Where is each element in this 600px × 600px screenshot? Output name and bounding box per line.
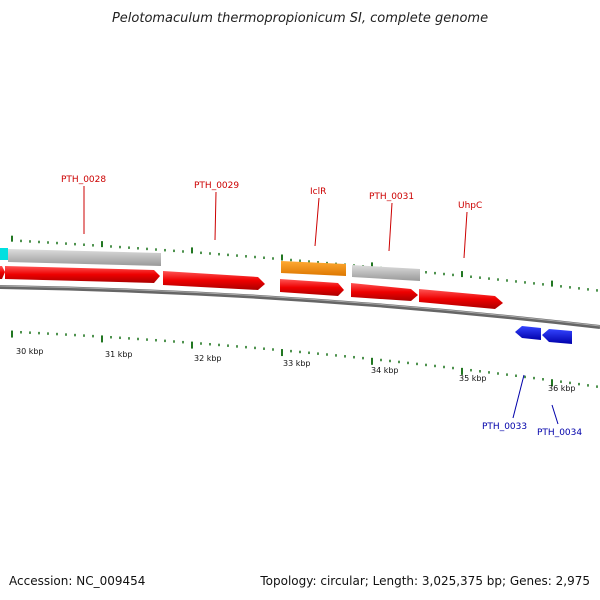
leader-iclr bbox=[314, 197, 320, 247]
leader-pth-0033 bbox=[512, 374, 525, 419]
scale-label-33kbp: 33 kbp bbox=[283, 359, 311, 368]
gene-pth-0034[interactable] bbox=[542, 329, 572, 344]
leader-uhpc bbox=[463, 211, 468, 259]
genome-backbone-highlight bbox=[0, 285, 600, 327]
map-title: Pelotomaculum thermopropionicum SI, comp… bbox=[111, 11, 489, 26]
gray-feature-2[interactable] bbox=[352, 265, 420, 281]
scale-label-30kbp: 30 kbp bbox=[16, 347, 44, 356]
gene-left-partial[interactable] bbox=[0, 266, 5, 279]
scale-label-35kbp: 35 kbp bbox=[459, 374, 487, 383]
leader-pth-0029 bbox=[214, 191, 217, 241]
leader-pth-0031 bbox=[388, 202, 393, 252]
accession-text: Accession: NC_009454 bbox=[9, 574, 146, 588]
gray-feature-1[interactable] bbox=[8, 249, 161, 266]
gene-iclr[interactable] bbox=[280, 279, 344, 296]
inner-tick-marks bbox=[11, 330, 598, 388]
label-uhpc[interactable]: UhpC bbox=[458, 201, 482, 211]
scale-label-31kbp: 31 kbp bbox=[105, 350, 133, 359]
genome-backbone bbox=[0, 285, 600, 329]
gene-pth-0031[interactable] bbox=[351, 283, 418, 301]
leader-pth-0034 bbox=[551, 404, 559, 425]
iclr-feature[interactable] bbox=[281, 261, 346, 276]
label-pth-0028[interactable]: PTH_0028 bbox=[61, 175, 106, 185]
label-pth-0033[interactable]: PTH_0033 bbox=[482, 422, 527, 432]
label-pth-0029[interactable]: PTH_0029 bbox=[194, 181, 239, 191]
scale-label-32kbp: 32 kbp bbox=[194, 354, 222, 363]
scale-label-36kbp: 36 kbp bbox=[548, 384, 576, 393]
gene-pth-0033[interactable] bbox=[515, 326, 541, 340]
label-pth-0031[interactable]: PTH_0031 bbox=[369, 192, 414, 202]
cyan-feature[interactable] bbox=[0, 248, 8, 260]
label-pth-0034[interactable]: PTH_0034 bbox=[537, 428, 582, 438]
gene-uhpc[interactable] bbox=[419, 289, 503, 309]
genome-stats-text: Topology: circular; Length: 3,025,375 bp… bbox=[260, 574, 590, 588]
gene-pth-0028[interactable] bbox=[5, 266, 160, 283]
scale-label-34kbp: 34 kbp bbox=[371, 366, 399, 375]
label-iclr[interactable]: IclR bbox=[310, 187, 326, 197]
gene-pth-0029[interactable] bbox=[163, 271, 265, 290]
